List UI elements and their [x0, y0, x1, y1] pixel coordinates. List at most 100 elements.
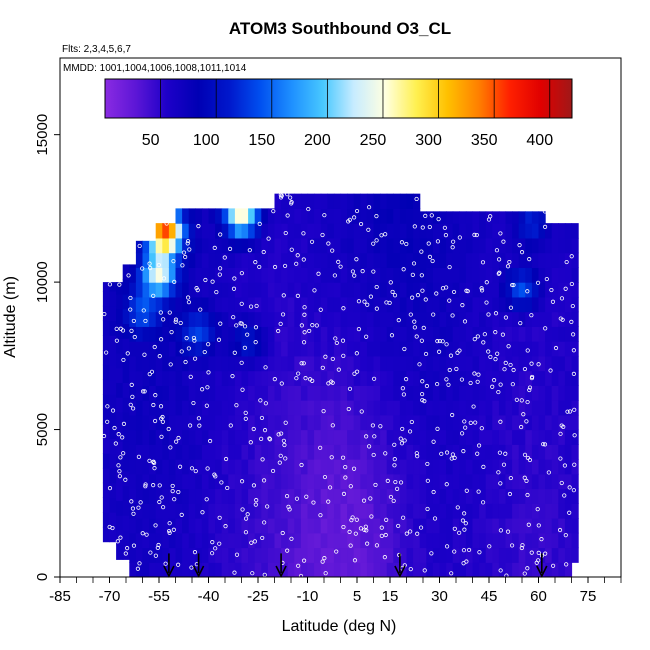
heatmap-cell [366, 518, 375, 534]
sample-point [461, 449, 466, 454]
heatmap-cell [168, 385, 177, 401]
heatmap-cell [215, 518, 223, 534]
heatmap-cell [571, 503, 579, 519]
heatmap-cell [155, 414, 163, 431]
heatmap-cell [314, 473, 322, 490]
sample-point [121, 421, 127, 426]
heatmap-cell [353, 429, 361, 445]
sample-point [114, 338, 119, 343]
heatmap-cell [155, 311, 163, 327]
heatmap-cell [254, 562, 262, 577]
heatmap-cell [373, 459, 381, 475]
heatmap-cell [287, 400, 295, 416]
heatmap-cell [234, 237, 243, 254]
heatmap-cell [168, 267, 177, 283]
sample-point [243, 516, 249, 521]
sample-point [562, 493, 567, 498]
heatmap-cell [340, 532, 348, 549]
x-tick-label: 60 [530, 588, 547, 605]
heatmap-cell [340, 193, 348, 209]
sample-point [407, 429, 413, 434]
heatmap-cell [122, 367, 130, 383]
heatmap-cell [340, 208, 348, 224]
heatmap-cell [116, 515, 124, 531]
heatmap-cell [116, 397, 124, 413]
heatmap-cell [116, 367, 124, 383]
heatmap-cell [327, 503, 335, 519]
sample-point [542, 209, 548, 214]
heatmap-cell [538, 473, 546, 490]
heatmap-cell [333, 370, 342, 386]
heatmap-cell [571, 518, 579, 534]
sample-point [272, 377, 277, 382]
heatmap-cell [102, 290, 111, 307]
heatmap-cell [531, 518, 540, 534]
heatmap-cell [294, 237, 302, 254]
sample-point [286, 504, 291, 509]
heatmap-cell [360, 444, 368, 460]
sample-point [166, 426, 171, 432]
sample-point [371, 452, 376, 458]
sample-point [435, 381, 440, 387]
heatmap-cell [432, 503, 441, 519]
heatmap-cell [399, 267, 408, 283]
heatmap-cell [498, 267, 507, 283]
heatmap-cell [485, 267, 493, 283]
heatmap-cell [360, 296, 368, 313]
sample-point [392, 457, 397, 462]
sample-point [263, 365, 268, 370]
sample-point [461, 561, 466, 566]
sample-point [179, 349, 184, 354]
heatmap-cell [168, 532, 177, 549]
heatmap-cell [551, 223, 559, 239]
sample-point [415, 531, 420, 536]
heatmap-cell [564, 518, 573, 534]
heatmap-cell [327, 385, 335, 401]
heatmap-cell [386, 341, 394, 357]
heatmap-cell [558, 518, 566, 534]
heatmap-cell [142, 341, 150, 357]
sample-point [464, 488, 469, 493]
heatmap-cell [419, 237, 427, 254]
sample-point [254, 303, 259, 309]
heatmap-cell [347, 341, 355, 357]
heatmap-cell [287, 252, 295, 268]
sample-point [390, 289, 395, 295]
sample-point [497, 450, 502, 455]
heatmap-cell [149, 326, 157, 342]
sample-point [379, 233, 384, 238]
heatmap-cell [353, 488, 361, 504]
heatmap-cell [116, 282, 124, 295]
sample-point [473, 420, 478, 425]
sample-point [171, 527, 176, 532]
heatmap-cell [413, 444, 421, 460]
sample-point [571, 371, 576, 377]
sample-point [536, 523, 541, 528]
sample-point [118, 535, 123, 540]
heatmap-cell [248, 503, 256, 519]
heatmap-cell [155, 518, 163, 534]
sample-point [306, 206, 311, 212]
sample-point [388, 494, 394, 500]
heatmap-cell [419, 459, 427, 475]
heatmap-cell [399, 414, 408, 431]
heatmap-cell [360, 532, 368, 549]
sample-point [128, 402, 133, 407]
sample-point [351, 466, 357, 471]
sample-point [196, 224, 201, 229]
heatmap-cell [393, 296, 401, 313]
heatmap-cell [459, 503, 467, 519]
heatmap-cell [307, 459, 315, 475]
sample-point [186, 346, 191, 351]
heatmap-cell [380, 488, 388, 504]
heatmap-cell [215, 473, 223, 490]
heatmap-cell [320, 223, 328, 239]
heatmap-cell [221, 296, 229, 313]
heatmap-cell [129, 414, 137, 431]
heatmap-cell [545, 547, 553, 563]
heatmap-cell [228, 237, 236, 254]
sample-point [123, 477, 128, 482]
heatmap-cell [571, 473, 579, 490]
sample-point [474, 232, 479, 238]
heatmap-cell [419, 429, 427, 445]
